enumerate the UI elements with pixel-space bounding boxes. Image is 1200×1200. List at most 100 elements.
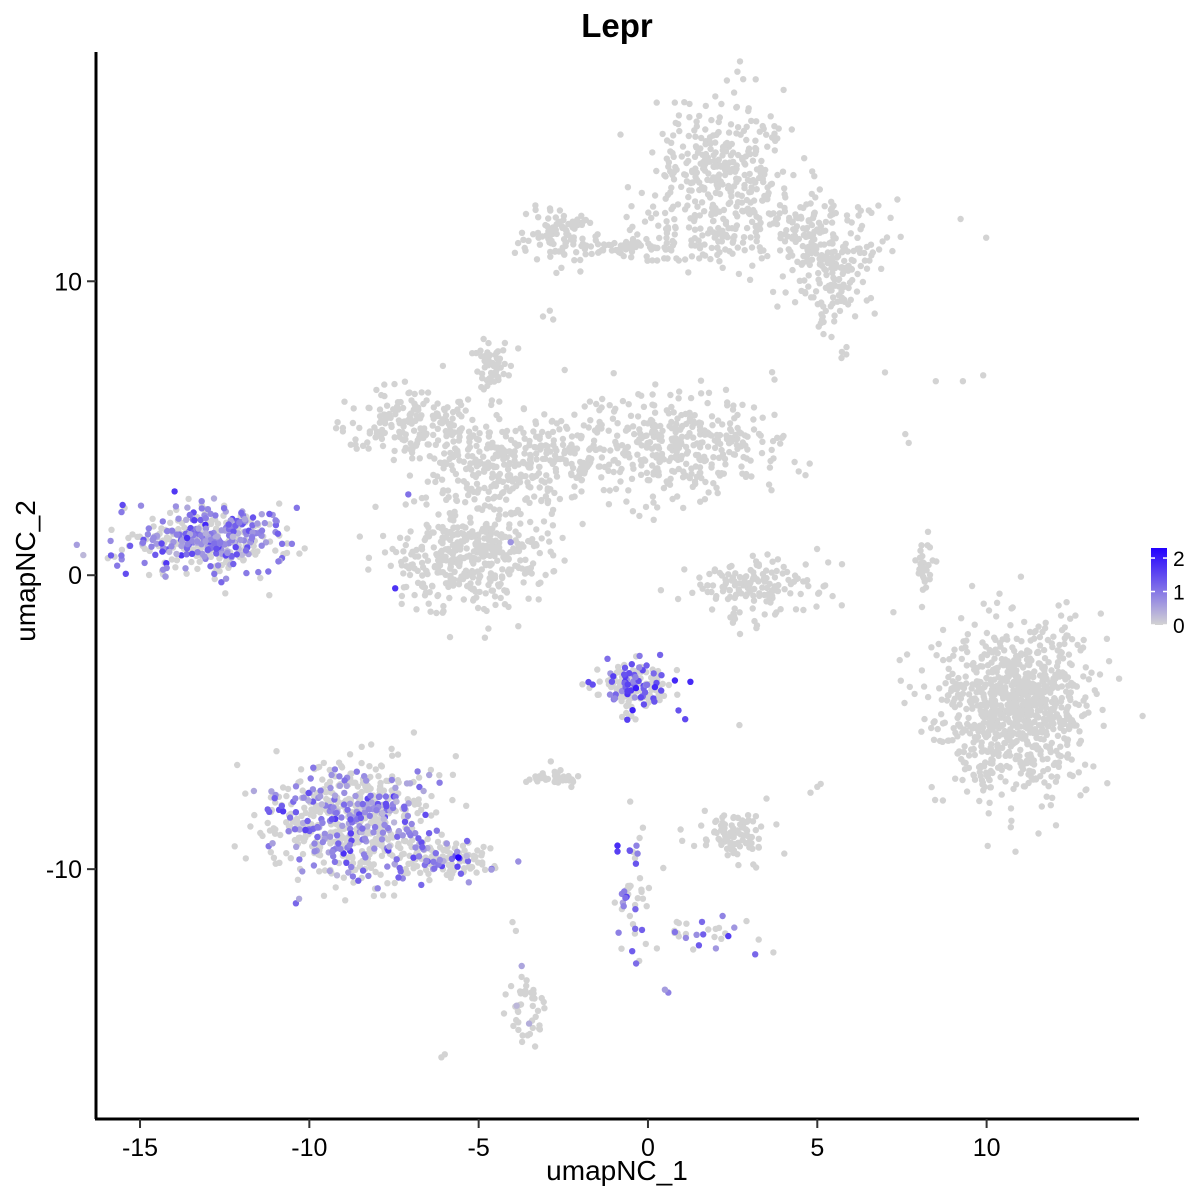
cell-point <box>536 549 543 557</box>
cell-point <box>694 203 701 210</box>
cell-point <box>587 417 594 424</box>
expressing-cell-point <box>278 802 286 810</box>
cell-point <box>468 466 475 473</box>
cell-point <box>725 129 733 136</box>
cell-point <box>526 442 533 449</box>
cell-point <box>789 266 796 274</box>
cell-point <box>406 417 413 424</box>
cell-point <box>533 456 540 463</box>
expressing-cell-point <box>381 821 388 829</box>
cell-point <box>1047 802 1055 809</box>
cell-point <box>738 463 745 470</box>
cell-point <box>395 417 403 424</box>
cell-point <box>856 249 864 256</box>
cell-point <box>434 473 441 480</box>
cell-point <box>815 590 822 597</box>
cell-point <box>663 234 670 242</box>
cell-point <box>486 535 493 543</box>
cell-point <box>1021 783 1029 790</box>
expressing-cell-point <box>255 568 262 576</box>
cell-point <box>733 130 740 137</box>
cell-point <box>779 273 786 280</box>
cell-point <box>406 472 414 479</box>
cell-point <box>594 691 601 698</box>
cell-point <box>530 231 537 238</box>
cell-point <box>859 278 867 286</box>
cell-point <box>395 406 402 413</box>
cell-point <box>521 244 528 252</box>
cell-point <box>755 562 763 570</box>
expressing-cell-point <box>629 948 636 955</box>
cell-point <box>1030 635 1038 642</box>
expressing-cell-point <box>333 832 341 839</box>
cell-point <box>636 512 643 520</box>
cell-point <box>424 389 432 396</box>
cell-point <box>581 467 589 475</box>
cell-point <box>683 460 690 467</box>
cell-point <box>211 575 218 583</box>
expressing-cell-point <box>264 806 271 813</box>
cell-point <box>1006 718 1013 726</box>
cell-point <box>1064 741 1071 749</box>
cell-point <box>1065 651 1073 658</box>
cell-point <box>298 812 305 820</box>
expressing-cell-point <box>309 786 317 793</box>
cell-point <box>735 270 743 278</box>
cell-point <box>791 458 798 466</box>
cell-point <box>685 224 693 231</box>
expressing-cell-point <box>414 768 421 775</box>
expressing-cell-point <box>178 542 185 550</box>
expressing-cell-point <box>304 817 311 825</box>
cell-point <box>675 919 682 927</box>
cell-point <box>476 572 483 579</box>
cell-point <box>334 419 341 426</box>
cell-point <box>279 784 287 791</box>
cell-point <box>580 422 587 429</box>
cell-point <box>542 221 549 229</box>
cell-point <box>705 489 712 496</box>
cell-point <box>242 855 249 862</box>
cell-point <box>691 127 698 134</box>
expressing-cell-point <box>374 885 381 892</box>
cell-point <box>667 475 674 482</box>
expressing-cell-point <box>436 856 444 864</box>
cell-point <box>716 431 724 439</box>
cell-point <box>699 251 707 258</box>
expressing-cell-point <box>394 833 401 840</box>
cell-point <box>676 388 683 395</box>
cell-point <box>469 471 477 479</box>
cell-point <box>669 149 676 157</box>
expressing-cell-point <box>343 859 350 866</box>
cell-point <box>785 253 792 261</box>
cell-point <box>474 604 482 612</box>
cell-point <box>560 224 567 232</box>
expressing-cell-point <box>292 795 299 802</box>
cell-point <box>679 422 686 430</box>
cell-point <box>803 201 810 208</box>
cell-point <box>757 164 764 171</box>
cell-point <box>465 863 473 870</box>
cell-point <box>796 277 803 284</box>
expressing-cell-point <box>249 514 257 521</box>
cell-point <box>650 516 657 523</box>
cell-point <box>320 859 327 866</box>
cell-point <box>376 406 384 413</box>
cell-point <box>753 622 761 629</box>
cell-point <box>521 991 529 998</box>
cell-point <box>964 631 971 638</box>
cell-point <box>1036 633 1044 641</box>
cell-point <box>520 459 528 467</box>
expressing-cell-point <box>363 777 370 784</box>
cell-point <box>515 1026 522 1034</box>
cell-point <box>551 489 558 497</box>
cell-point <box>930 719 937 726</box>
cell-point <box>493 349 500 356</box>
expressing-cell-point <box>365 806 373 813</box>
cell-point <box>478 849 486 857</box>
cell-point <box>480 548 488 555</box>
cell-point <box>782 289 789 296</box>
cell-point <box>1034 707 1042 714</box>
expressing-cell-point <box>310 862 318 869</box>
cell-point <box>500 452 507 460</box>
